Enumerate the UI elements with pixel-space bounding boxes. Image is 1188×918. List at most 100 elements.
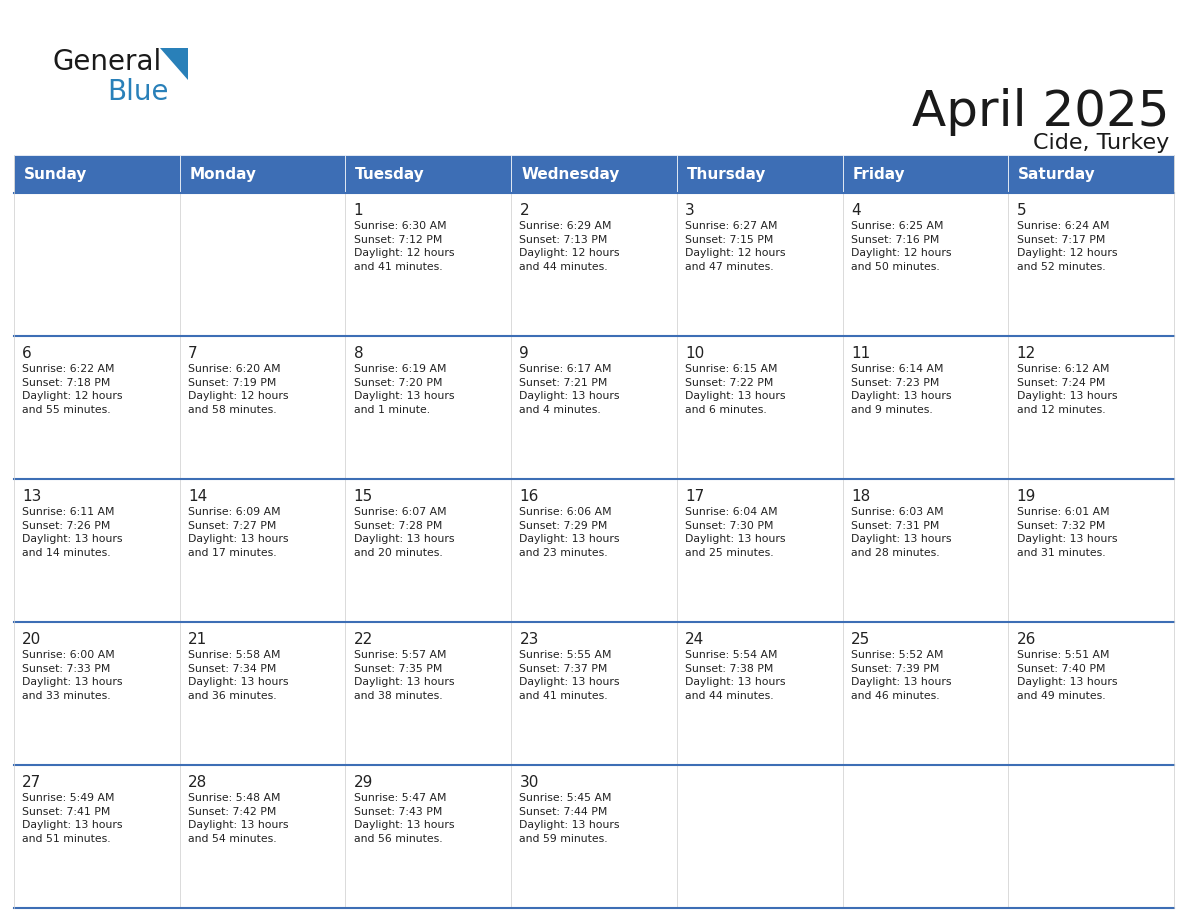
Text: Sunrise: 6:14 AM
Sunset: 7:23 PM
Daylight: 13 hours
and 9 minutes.: Sunrise: 6:14 AM Sunset: 7:23 PM Dayligh… (851, 364, 952, 415)
Text: 9: 9 (519, 346, 529, 361)
Text: 8: 8 (354, 346, 364, 361)
Bar (179, 193, 346, 336)
Text: Sunrise: 5:49 AM
Sunset: 7:41 PM
Daylight: 13 hours
and 51 minutes.: Sunrise: 5:49 AM Sunset: 7:41 PM Dayligh… (23, 793, 122, 844)
Text: 5: 5 (1017, 203, 1026, 218)
Text: 24: 24 (685, 632, 704, 647)
Text: Sunrise: 6:04 AM
Sunset: 7:30 PM
Daylight: 13 hours
and 25 minutes.: Sunrise: 6:04 AM Sunset: 7:30 PM Dayligh… (685, 507, 785, 558)
Text: 20: 20 (23, 632, 42, 647)
Text: 18: 18 (851, 489, 870, 504)
Text: 13: 13 (23, 489, 42, 504)
Bar (511, 479, 677, 622)
Text: 30: 30 (519, 775, 539, 790)
Text: 17: 17 (685, 489, 704, 504)
Bar (14, 336, 179, 479)
Text: Sunrise: 6:20 AM
Sunset: 7:19 PM
Daylight: 12 hours
and 58 minutes.: Sunrise: 6:20 AM Sunset: 7:19 PM Dayligh… (188, 364, 289, 415)
Bar (179, 765, 346, 908)
Text: 19: 19 (1017, 489, 1036, 504)
Text: Sunrise: 6:25 AM
Sunset: 7:16 PM
Daylight: 12 hours
and 50 minutes.: Sunrise: 6:25 AM Sunset: 7:16 PM Dayligh… (851, 221, 952, 272)
Bar (346, 155, 511, 193)
Text: Sunrise: 6:27 AM
Sunset: 7:15 PM
Daylight: 12 hours
and 47 minutes.: Sunrise: 6:27 AM Sunset: 7:15 PM Dayligh… (685, 221, 785, 272)
Bar (511, 155, 677, 193)
Text: 10: 10 (685, 346, 704, 361)
Text: Wednesday: Wednesday (522, 166, 619, 182)
Bar (1009, 622, 1174, 765)
Bar (677, 622, 842, 765)
Bar (842, 336, 1009, 479)
Bar (842, 622, 1009, 765)
Bar (1009, 155, 1174, 193)
Bar (842, 155, 1009, 193)
Text: 1: 1 (354, 203, 364, 218)
Bar (346, 622, 511, 765)
Text: General: General (52, 48, 162, 76)
Text: Sunrise: 6:11 AM
Sunset: 7:26 PM
Daylight: 13 hours
and 14 minutes.: Sunrise: 6:11 AM Sunset: 7:26 PM Dayligh… (23, 507, 122, 558)
Bar (14, 622, 179, 765)
Bar (346, 336, 511, 479)
Bar (677, 765, 842, 908)
Text: 11: 11 (851, 346, 870, 361)
Text: Blue: Blue (107, 78, 169, 106)
Text: Sunrise: 5:48 AM
Sunset: 7:42 PM
Daylight: 13 hours
and 54 minutes.: Sunrise: 5:48 AM Sunset: 7:42 PM Dayligh… (188, 793, 289, 844)
Text: Sunrise: 5:57 AM
Sunset: 7:35 PM
Daylight: 13 hours
and 38 minutes.: Sunrise: 5:57 AM Sunset: 7:35 PM Dayligh… (354, 650, 454, 700)
Text: Sunrise: 6:24 AM
Sunset: 7:17 PM
Daylight: 12 hours
and 52 minutes.: Sunrise: 6:24 AM Sunset: 7:17 PM Dayligh… (1017, 221, 1117, 272)
Bar (1009, 193, 1174, 336)
Text: Sunrise: 6:17 AM
Sunset: 7:21 PM
Daylight: 13 hours
and 4 minutes.: Sunrise: 6:17 AM Sunset: 7:21 PM Dayligh… (519, 364, 620, 415)
Bar (511, 193, 677, 336)
Text: 4: 4 (851, 203, 860, 218)
Text: 22: 22 (354, 632, 373, 647)
Text: Thursday: Thursday (687, 166, 766, 182)
Text: 23: 23 (519, 632, 539, 647)
Bar (511, 336, 677, 479)
Bar (1009, 336, 1174, 479)
Bar (346, 479, 511, 622)
Text: Saturday: Saturday (1018, 166, 1097, 182)
Text: Sunrise: 5:51 AM
Sunset: 7:40 PM
Daylight: 13 hours
and 49 minutes.: Sunrise: 5:51 AM Sunset: 7:40 PM Dayligh… (1017, 650, 1117, 700)
Text: Friday: Friday (853, 166, 905, 182)
Bar (179, 479, 346, 622)
Text: 3: 3 (685, 203, 695, 218)
Text: Monday: Monday (190, 166, 257, 182)
Bar (179, 155, 346, 193)
Text: 27: 27 (23, 775, 42, 790)
Text: Sunrise: 6:15 AM
Sunset: 7:22 PM
Daylight: 13 hours
and 6 minutes.: Sunrise: 6:15 AM Sunset: 7:22 PM Dayligh… (685, 364, 785, 415)
Text: Sunrise: 5:58 AM
Sunset: 7:34 PM
Daylight: 13 hours
and 36 minutes.: Sunrise: 5:58 AM Sunset: 7:34 PM Dayligh… (188, 650, 289, 700)
Text: 15: 15 (354, 489, 373, 504)
Bar (842, 479, 1009, 622)
Text: 14: 14 (188, 489, 207, 504)
Text: Sunrise: 5:45 AM
Sunset: 7:44 PM
Daylight: 13 hours
and 59 minutes.: Sunrise: 5:45 AM Sunset: 7:44 PM Dayligh… (519, 793, 620, 844)
Text: Sunrise: 5:55 AM
Sunset: 7:37 PM
Daylight: 13 hours
and 41 minutes.: Sunrise: 5:55 AM Sunset: 7:37 PM Dayligh… (519, 650, 620, 700)
Text: Sunrise: 6:00 AM
Sunset: 7:33 PM
Daylight: 13 hours
and 33 minutes.: Sunrise: 6:00 AM Sunset: 7:33 PM Dayligh… (23, 650, 122, 700)
Text: 7: 7 (188, 346, 197, 361)
Bar (677, 155, 842, 193)
Text: Cide, Turkey: Cide, Turkey (1032, 133, 1169, 153)
Text: April 2025: April 2025 (911, 88, 1169, 136)
Bar (1009, 479, 1174, 622)
Bar (511, 622, 677, 765)
Bar (1009, 765, 1174, 908)
Text: Sunrise: 6:03 AM
Sunset: 7:31 PM
Daylight: 13 hours
and 28 minutes.: Sunrise: 6:03 AM Sunset: 7:31 PM Dayligh… (851, 507, 952, 558)
Text: Tuesday: Tuesday (355, 166, 425, 182)
Bar (14, 193, 179, 336)
Text: 21: 21 (188, 632, 207, 647)
Text: 28: 28 (188, 775, 207, 790)
Bar (179, 622, 346, 765)
Bar (14, 155, 179, 193)
Text: Sunrise: 6:01 AM
Sunset: 7:32 PM
Daylight: 13 hours
and 31 minutes.: Sunrise: 6:01 AM Sunset: 7:32 PM Dayligh… (1017, 507, 1117, 558)
Text: Sunrise: 5:54 AM
Sunset: 7:38 PM
Daylight: 13 hours
and 44 minutes.: Sunrise: 5:54 AM Sunset: 7:38 PM Dayligh… (685, 650, 785, 700)
Bar (842, 193, 1009, 336)
Text: 26: 26 (1017, 632, 1036, 647)
Text: Sunrise: 6:06 AM
Sunset: 7:29 PM
Daylight: 13 hours
and 23 minutes.: Sunrise: 6:06 AM Sunset: 7:29 PM Dayligh… (519, 507, 620, 558)
Text: 6: 6 (23, 346, 32, 361)
Bar (346, 193, 511, 336)
Text: Sunrise: 6:22 AM
Sunset: 7:18 PM
Daylight: 12 hours
and 55 minutes.: Sunrise: 6:22 AM Sunset: 7:18 PM Dayligh… (23, 364, 122, 415)
Text: Sunrise: 6:07 AM
Sunset: 7:28 PM
Daylight: 13 hours
and 20 minutes.: Sunrise: 6:07 AM Sunset: 7:28 PM Dayligh… (354, 507, 454, 558)
Text: 16: 16 (519, 489, 539, 504)
Bar (346, 765, 511, 908)
Bar (677, 479, 842, 622)
Text: Sunrise: 5:47 AM
Sunset: 7:43 PM
Daylight: 13 hours
and 56 minutes.: Sunrise: 5:47 AM Sunset: 7:43 PM Dayligh… (354, 793, 454, 844)
Bar (677, 336, 842, 479)
Text: Sunrise: 6:09 AM
Sunset: 7:27 PM
Daylight: 13 hours
and 17 minutes.: Sunrise: 6:09 AM Sunset: 7:27 PM Dayligh… (188, 507, 289, 558)
Bar (511, 765, 677, 908)
Text: 2: 2 (519, 203, 529, 218)
Text: 25: 25 (851, 632, 870, 647)
